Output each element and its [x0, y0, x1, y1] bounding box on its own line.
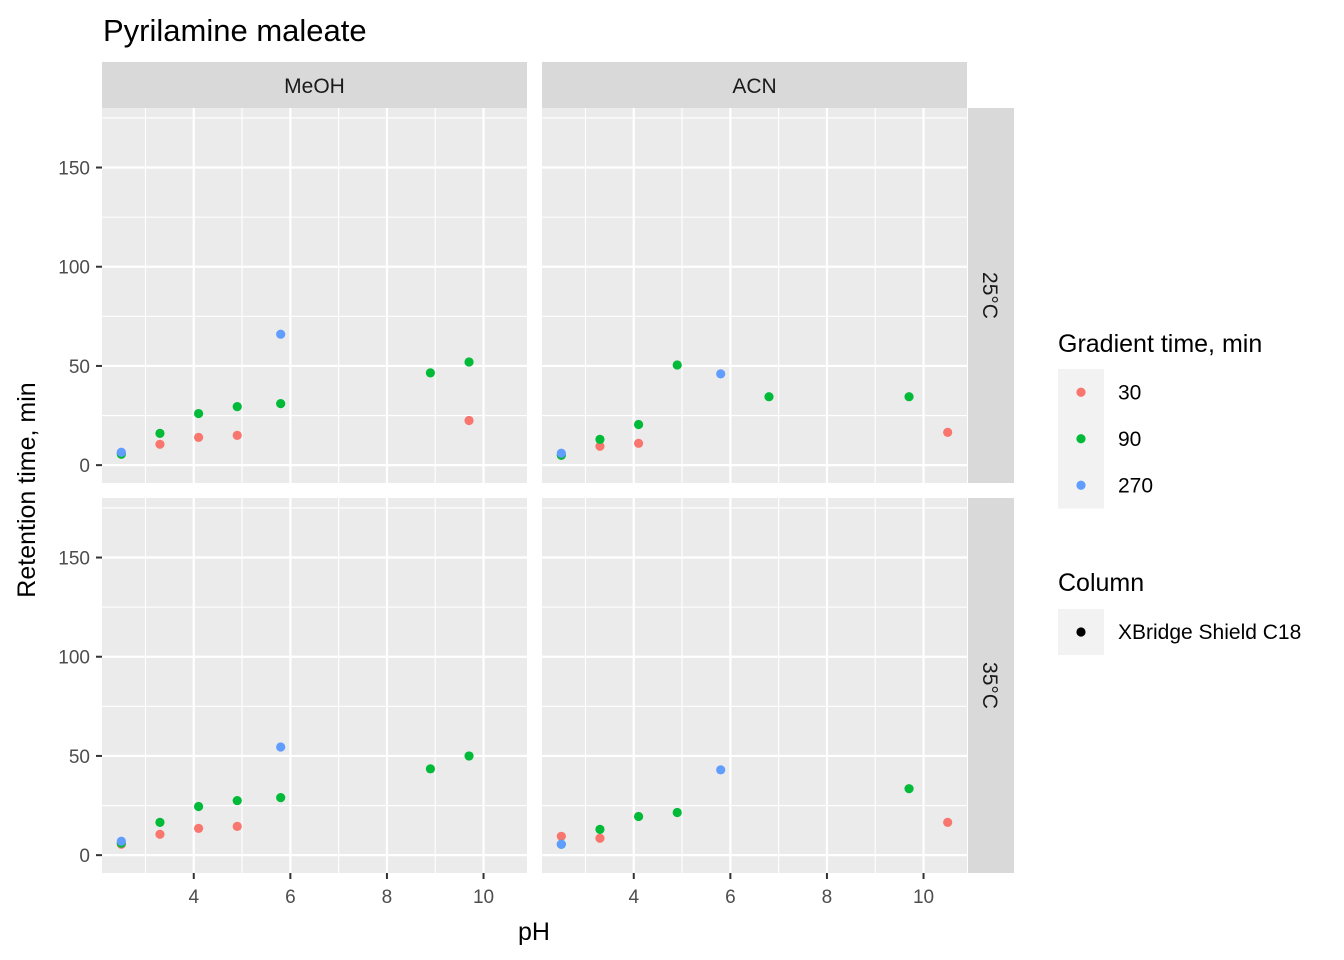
strip-25c-bg	[968, 108, 1014, 483]
data-point-90	[232, 402, 242, 412]
x-tick-label: 4	[628, 887, 639, 908]
strip-label-25c: 25°C	[978, 272, 1001, 319]
data-point-90	[425, 368, 436, 378]
legend-key-30	[1076, 387, 1086, 397]
panel-meoh-25-c	[102, 108, 527, 483]
data-point-90	[672, 807, 682, 818]
data-point-90	[595, 434, 605, 444]
y-tick-label: 0	[79, 456, 90, 477]
x-tick-label: 8	[822, 887, 833, 908]
data-point-270	[716, 765, 726, 775]
data-point-90	[193, 408, 204, 419]
data-point-90	[193, 801, 204, 812]
data-point-30	[595, 833, 605, 843]
data-point-90	[633, 811, 644, 822]
data-point-90	[904, 784, 914, 794]
data-point-270	[276, 742, 286, 752]
strip-label-acn: ACN	[732, 75, 776, 98]
data-point-90	[276, 793, 286, 803]
panel-background	[102, 498, 527, 873]
data-point-90	[276, 399, 286, 409]
panel-acn-35-c	[542, 498, 967, 873]
data-point-270	[556, 839, 566, 849]
panel-background	[102, 108, 527, 483]
legend-key-xbridge-shield-c18	[1076, 627, 1086, 637]
y-tick-label: 100	[58, 258, 90, 279]
axes-layer: 0 50 100 150 0 50 100 150 4 6 8 10 4 6 8 10	[58, 159, 934, 908]
x-tick-label: 8	[382, 887, 393, 908]
data-point-270	[716, 369, 726, 379]
y-tick-label: 100	[58, 648, 90, 669]
data-point-270	[116, 447, 126, 457]
data-point-270	[556, 448, 566, 458]
y-tick-label: 0	[79, 846, 90, 867]
data-point-90	[633, 419, 644, 430]
legend-shape-title: Column	[1058, 569, 1144, 597]
panel-background	[542, 498, 967, 873]
legend-key-270	[1076, 480, 1086, 490]
legend-label-30: 30	[1118, 382, 1141, 405]
data-point-90	[425, 764, 436, 774]
data-point-90	[464, 751, 474, 761]
data-point-30	[556, 831, 566, 841]
data-point-30	[193, 432, 204, 442]
x-tick-label: 4	[188, 887, 199, 908]
strip-35c-bg	[968, 498, 1014, 873]
data-point-90	[155, 428, 165, 438]
y-tick-label: 50	[69, 747, 90, 768]
data-point-90	[764, 392, 774, 402]
y-tick-label: 150	[58, 549, 90, 570]
data-point-90	[232, 795, 242, 806]
data-point-30	[943, 817, 953, 828]
legend-shape-keys: XBridge Shield C18	[1058, 609, 1301, 655]
legend-label-xbridge-shield-c18: XBridge Shield C18	[1118, 621, 1301, 644]
data-point-90	[595, 824, 605, 834]
panels-layer	[102, 108, 967, 873]
data-point-30	[155, 439, 165, 449]
strip-meoh-bg	[102, 62, 527, 108]
y-tick-label: 150	[58, 159, 90, 180]
x-tick-label: 6	[725, 887, 736, 908]
data-point-270	[116, 836, 126, 846]
chart-title: Pyrilamine maleate	[103, 13, 367, 48]
x-tick-label: 10	[473, 887, 494, 908]
strip-acn-bg	[542, 62, 967, 108]
data-point-30	[193, 823, 204, 833]
data-point-30	[464, 415, 474, 426]
data-point-90	[904, 392, 914, 402]
legend-label-90: 90	[1118, 428, 1141, 451]
x-tick-label: 6	[285, 887, 296, 908]
strip-label-35c: 35°C	[978, 662, 1001, 709]
data-point-90	[155, 817, 165, 828]
data-point-90	[464, 357, 474, 367]
data-point-30	[155, 829, 165, 839]
data-point-90	[672, 360, 682, 370]
data-point-270	[276, 329, 286, 339]
panel-background	[542, 108, 967, 483]
legend-label-270: 270	[1118, 475, 1153, 498]
strip-label-meoh: MeOH	[284, 75, 345, 98]
panel-acn-25-c	[542, 108, 967, 483]
data-point-30	[943, 427, 953, 438]
legend-key-90	[1076, 434, 1086, 444]
x-axis-title: pH	[518, 918, 550, 946]
data-point-30	[595, 441, 605, 451]
legend-color-keys: 30 90 270	[1058, 369, 1153, 509]
legend-color-title: Gradient time, min	[1058, 330, 1262, 358]
y-tick-label: 50	[69, 357, 90, 378]
data-point-30	[232, 821, 242, 831]
x-tick-label: 10	[913, 887, 934, 908]
data-point-30	[633, 438, 644, 448]
y-axis-title: Retention time, min	[13, 382, 41, 597]
panel-meoh-35-c	[102, 498, 527, 873]
data-point-30	[232, 430, 242, 440]
